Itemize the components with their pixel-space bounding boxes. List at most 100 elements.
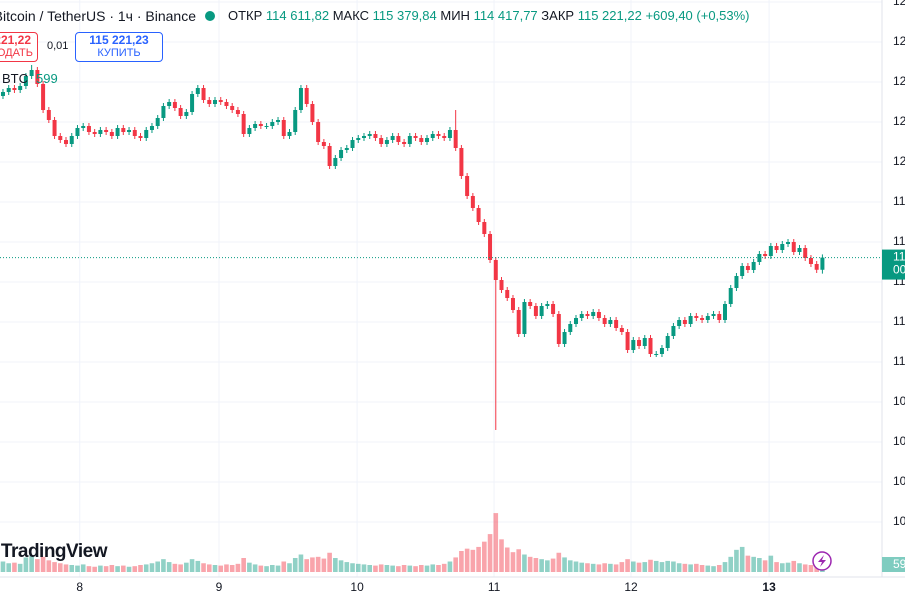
sell-label: ПРОДАТЬ xyxy=(0,47,33,59)
volume-bar xyxy=(373,565,378,572)
candle-body xyxy=(596,312,601,318)
candle-body xyxy=(224,102,229,106)
volume-bar xyxy=(138,565,143,572)
volume-bar xyxy=(659,562,665,572)
candle-body xyxy=(419,138,424,142)
volume-bar xyxy=(694,563,699,572)
volume-bar xyxy=(424,565,430,572)
volume-bar xyxy=(109,565,115,572)
candle-body xyxy=(109,132,114,136)
volume-bar xyxy=(212,565,218,572)
volume-bar xyxy=(384,565,390,572)
candle-body xyxy=(665,336,670,348)
volume-bar xyxy=(785,562,791,572)
candle-body xyxy=(41,84,46,110)
candle-body xyxy=(333,158,338,166)
candle-body xyxy=(127,130,132,132)
volume-bar xyxy=(338,560,344,572)
candle-body xyxy=(86,126,91,132)
candle-body xyxy=(642,338,647,346)
last-price-label: 115 221,22 xyxy=(893,250,905,264)
candle-body xyxy=(591,312,596,316)
candle-body xyxy=(344,148,349,150)
volume-bar xyxy=(344,562,350,572)
candle-body xyxy=(682,320,687,324)
candle-body xyxy=(212,100,217,104)
volume-bar xyxy=(757,558,762,572)
candle-body xyxy=(155,118,160,126)
candle-body xyxy=(138,136,143,138)
buy-button[interactable]: 115 221,23 КУПИТЬ xyxy=(75,32,163,62)
candle-body xyxy=(390,136,395,140)
candle-body xyxy=(574,318,579,324)
candle-body xyxy=(241,114,246,134)
ohlc-value: 115 379,84 xyxy=(372,8,437,23)
volume-bar xyxy=(516,549,522,572)
volume-bar xyxy=(126,566,132,572)
candle-body xyxy=(516,310,521,334)
candle-body xyxy=(820,257,825,270)
volume-bar xyxy=(797,563,802,572)
volume-bar xyxy=(779,563,785,572)
candle-body xyxy=(46,110,51,120)
ohlc-value: 114 611,82 xyxy=(265,8,330,23)
volume-bar xyxy=(155,561,160,572)
volume-bar xyxy=(115,566,120,572)
ohlc-value: 114 417,77 xyxy=(473,8,538,23)
y-tick-label: 104 000 xyxy=(893,474,905,488)
candle-body xyxy=(316,122,321,142)
candle-body xyxy=(178,108,183,116)
volume-bar xyxy=(229,565,235,572)
candle-body xyxy=(35,70,40,84)
candle-body xyxy=(350,140,355,148)
candle-body xyxy=(608,320,613,324)
volume-bar xyxy=(6,563,12,572)
volume-bar xyxy=(527,556,533,572)
candle-body xyxy=(29,70,34,76)
x-tick-label: 12 xyxy=(624,580,638,594)
candle-body xyxy=(465,176,470,196)
volume-bar xyxy=(476,546,481,572)
candle-body xyxy=(797,248,802,252)
candle-body xyxy=(253,124,258,128)
candle-body xyxy=(694,316,699,318)
volume-bar xyxy=(590,563,596,572)
volume-bar xyxy=(92,566,97,572)
buy-price: 115 221,23 xyxy=(89,33,149,47)
ohlc-label: МИН xyxy=(440,8,470,23)
volume-bar xyxy=(166,562,172,572)
candle-body xyxy=(396,136,401,142)
candle-body xyxy=(442,136,447,138)
candle-body xyxy=(367,134,372,136)
volume-bar xyxy=(241,558,246,572)
candle-body xyxy=(545,304,550,306)
candle-body xyxy=(625,332,630,350)
candle-body xyxy=(470,196,475,208)
volume-bar xyxy=(355,563,361,572)
y-tick-label: 110 000 xyxy=(893,354,905,368)
candle-body xyxy=(361,136,366,138)
sell-button[interactable]: 115 221,22 ПРОДАТЬ xyxy=(0,32,38,62)
candle-body xyxy=(235,110,240,114)
volume-bar xyxy=(63,564,69,572)
candle-body xyxy=(648,338,653,354)
candle-body xyxy=(293,110,298,132)
y-tick-label: 102 000 xyxy=(893,514,905,528)
change: +609,40 (+0,53%) xyxy=(645,8,750,23)
volume-bar xyxy=(688,564,693,572)
market-status-dot xyxy=(205,11,215,21)
candle-body xyxy=(786,242,791,244)
candle-body xyxy=(6,88,11,92)
candle-body xyxy=(339,150,344,158)
volume-bar xyxy=(361,564,367,572)
volume-bar xyxy=(396,566,401,572)
volume-bar xyxy=(567,560,573,572)
candle-body xyxy=(803,248,808,258)
volume-bar xyxy=(189,559,195,572)
candle-body xyxy=(436,134,441,136)
volume-bar xyxy=(46,560,52,572)
volume-bar xyxy=(35,559,40,572)
volume-bar xyxy=(40,556,46,572)
candle-body xyxy=(493,260,498,280)
volume-bar xyxy=(539,559,544,572)
